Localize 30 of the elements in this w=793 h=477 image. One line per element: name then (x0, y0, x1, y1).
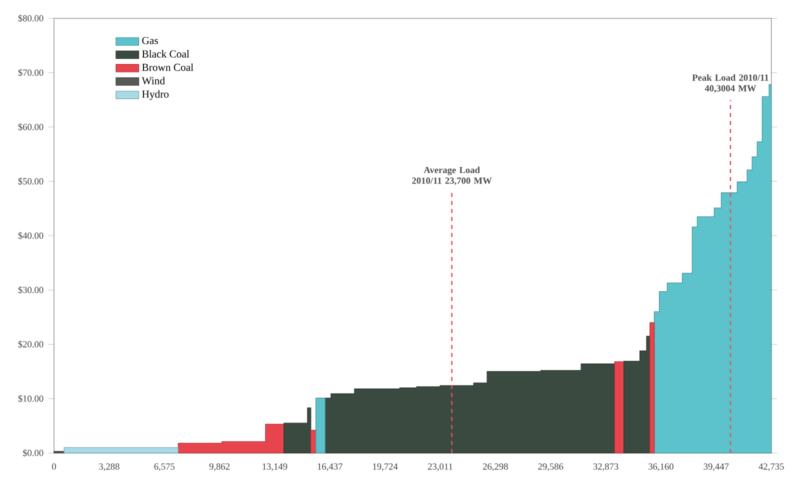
x-tick-label: 32,873 (593, 463, 618, 472)
y-tick-label: $60.00 (18, 123, 44, 131)
x-tick-label: 23,011 (428, 463, 452, 472)
y-tick-label: $40.00 (18, 232, 44, 240)
x-tick-label: 19,724 (373, 463, 398, 472)
y-tick-label: $30.00 (18, 286, 44, 294)
x-tick-label: 9,862 (209, 463, 230, 472)
x-tick-label: 6,575 (154, 463, 175, 472)
x-tick-label: 29,586 (538, 463, 564, 472)
legend-label: Gas (142, 36, 158, 44)
x-tick-label: 3,288 (99, 463, 120, 472)
y-tick-label: $50.00 (18, 178, 44, 186)
x-tick-label: 26,298 (483, 463, 508, 472)
legend-label: Wind (142, 76, 165, 84)
ref-line-label: Average Load 2010/11 23,700 MW (412, 166, 492, 186)
y-tick-label: $70.00 (18, 68, 44, 76)
x-tick-label: 36,160 (648, 463, 674, 472)
y-tick-label: $80.00 (18, 14, 44, 22)
x-tick-label: 0 (52, 463, 56, 470)
x-tick-label: 13,149 (262, 463, 288, 472)
y-tick-label: $10.00 (18, 394, 44, 402)
legend-label: Brown Coal (142, 63, 194, 71)
legend-label: Black Coal (142, 50, 190, 58)
ref-line-label: Peak Load 2010/11 40,3004 MW (692, 74, 768, 93)
y-tick-label: $20.00 (18, 340, 44, 348)
x-tick-label: 39,447 (704, 463, 729, 472)
x-tick-label: 16,437 (318, 463, 342, 472)
x-tick-label: 42,735 (758, 463, 784, 472)
legend-label: Hydro (142, 90, 169, 100)
y-tick-label: $0.00 (23, 449, 44, 457)
